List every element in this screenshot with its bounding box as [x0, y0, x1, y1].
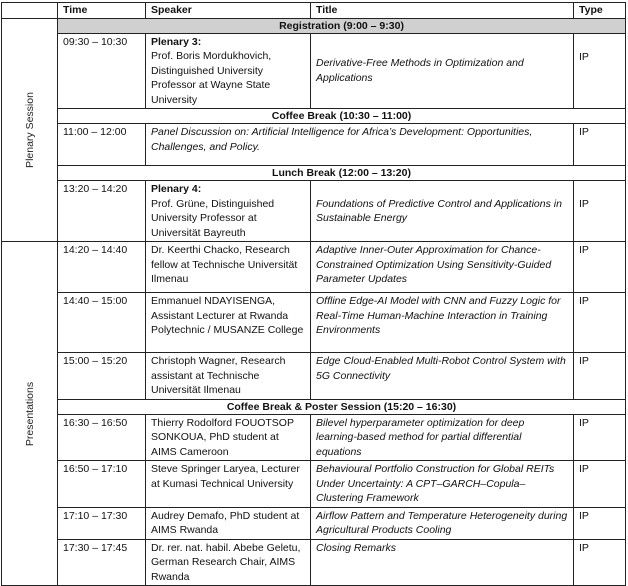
coffee-poster-row: Coffee Break & Poster Session (15:20 – 1… [2, 398, 626, 415]
title-cell: Edge Cloud-Enabled Multi-Robot Control S… [310, 352, 574, 400]
lunch-break: Lunch Break (12:00 – 13:20) [57, 165, 626, 181]
table-row: Presentations 14:20 – 14:40 Dr. Keerthi … [1, 241, 626, 586]
type-cell: IP [573, 32, 626, 109]
table-row: 09:30 – 10:30 Plenary 3: Prof. Boris Mord… [2, 32, 626, 109]
title-cell: Adaptive Inner-Outer Approximation for C… [310, 241, 574, 293]
header-type: Type [573, 2, 626, 19]
type-cell: IP [573, 352, 626, 400]
coffee-poster-break: Coffee Break & Poster Session (15:20 – 1… [57, 398, 626, 415]
title-cell: Offline Edge-AI Model with CNN and Fuzzy… [310, 292, 574, 353]
time-cell: 13:20 – 14:20 [57, 180, 146, 242]
coffee-break: Coffee Break (10:30 – 11:00) [57, 108, 626, 124]
time-cell: 14:40 – 15:00 [57, 292, 146, 353]
table-row: 13:20 – 14:20 Plenary 4: Prof. Grüne, Dis… [2, 180, 626, 242]
presentations-label: Presentations [1, 241, 58, 586]
lunch-break-row: Lunch Break (12:00 – 13:20) [2, 165, 626, 181]
title-cell: Closing Remarks [310, 538, 574, 586]
title-cell: Panel Discussion on: Artificial Intellig… [145, 123, 574, 166]
header-row: Time Speaker Title Type [1, 2, 626, 19]
speaker-cell: Steve Springer Laryea, Lecturer at Kumas… [145, 460, 311, 508]
time-cell: 17:30 – 17:45 [57, 538, 146, 586]
title-cell: Behavioural Portfolio Construction for G… [310, 460, 574, 508]
speaker-cell: Thierry Rodolford FOUOTSOP SONKOUA, PhD … [145, 413, 311, 461]
speaker-cell: Dr. Keerthi Chacko, Research fellow at T… [145, 241, 311, 293]
table-row: 16:50 – 17:10 Steve Springer Laryea, Lec… [2, 460, 626, 508]
header-session [1, 2, 58, 19]
type-cell: IP [573, 292, 626, 353]
time-cell: 17:10 – 17:30 [57, 506, 146, 540]
table-row: 11:00 – 12:00 Panel Discussion on: Artif… [2, 123, 626, 166]
table-row: 17:30 – 17:45 Dr. rer. nat. habil. Abebe… [2, 538, 626, 586]
type-cell: IP [573, 123, 626, 166]
coffee-break-row: Coffee Break (10:30 – 11:00) [2, 108, 626, 124]
speaker-cell: Plenary 4: Prof. Grüne, Distinguished Uni… [145, 180, 311, 242]
registration-row: Plenary Session Registration (9:00 – 9:3… [1, 17, 626, 242]
title-cell: Airflow Pattern and Temperature Heteroge… [310, 506, 574, 540]
speaker-cell: Plenary 3: Prof. Boris Mordukhovich, Dist… [145, 32, 311, 109]
type-cell: IP [573, 180, 626, 242]
time-cell: 15:00 – 15:20 [57, 352, 146, 400]
speaker-cell: Christoph Wagner, Research assistant at … [145, 352, 311, 400]
type-cell: IP [573, 538, 626, 586]
registration-break: Registration (9:00 – 9:30) [57, 17, 626, 34]
time-cell: 14:20 – 14:40 [57, 241, 146, 293]
type-cell: IP [573, 413, 626, 461]
header-title: Title [310, 2, 574, 19]
time-cell: 09:30 – 10:30 [57, 32, 146, 109]
title-cell: Bilevel hyperparameter optimization for … [310, 413, 574, 461]
type-cell: IP [573, 506, 626, 540]
plenary-session-label: Plenary Session [1, 17, 58, 242]
table-row: 14:40 – 15:00 Emmanuel NDAYISENGA, Assis… [2, 292, 626, 353]
speaker-cell: Dr. rer. nat. habil. Abebe Geletu, Germa… [145, 538, 311, 586]
title-cell: Foundations of Predictive Control and Ap… [310, 180, 574, 242]
header-speaker: Speaker [145, 2, 311, 19]
title-cell: Derivative-Free Methods in Optimization … [310, 32, 574, 109]
type-cell: IP [573, 460, 626, 508]
table-row: 15:00 – 15:20 Christoph Wagner, Research… [2, 352, 626, 400]
table-row: 16:30 – 16:50 Thierry Rodolford FOUOTSOP… [2, 413, 626, 461]
table-row: 17:10 – 17:30 Audrey Demafo, PhD student… [2, 506, 626, 540]
speaker-cell: Audrey Demafo, PhD student at AIMS Rwand… [145, 506, 311, 540]
header-time: Time [57, 2, 146, 19]
time-cell: 11:00 – 12:00 [57, 123, 146, 166]
type-cell: IP [573, 241, 626, 293]
time-cell: 16:30 – 16:50 [57, 413, 146, 461]
speaker-cell: Emmanuel NDAYISENGA, Assistant Lecturer … [145, 292, 311, 353]
time-cell: 16:50 – 17:10 [57, 460, 146, 508]
